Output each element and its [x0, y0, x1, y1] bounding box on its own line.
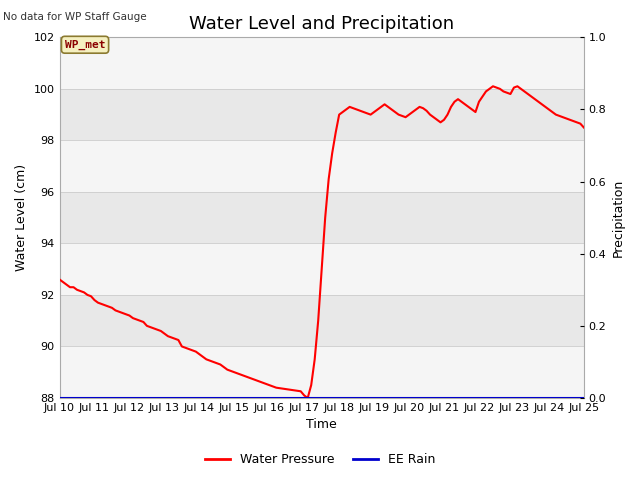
- Bar: [60, 347, 584, 398]
- Bar: [60, 295, 584, 347]
- Y-axis label: Precipitation: Precipitation: [612, 179, 625, 257]
- Text: No data for WP Staff Gauge: No data for WP Staff Gauge: [3, 12, 147, 22]
- Bar: [60, 37, 584, 89]
- Bar: [60, 140, 584, 192]
- Legend: Water Pressure, EE Rain: Water Pressure, EE Rain: [200, 448, 440, 471]
- Bar: [60, 243, 584, 295]
- Bar: [60, 89, 584, 140]
- Y-axis label: Water Level (cm): Water Level (cm): [15, 164, 28, 271]
- Bar: [60, 192, 584, 243]
- X-axis label: Time: Time: [307, 419, 337, 432]
- Title: Water Level and Precipitation: Water Level and Precipitation: [189, 15, 454, 33]
- Text: WP_met: WP_met: [65, 40, 106, 50]
